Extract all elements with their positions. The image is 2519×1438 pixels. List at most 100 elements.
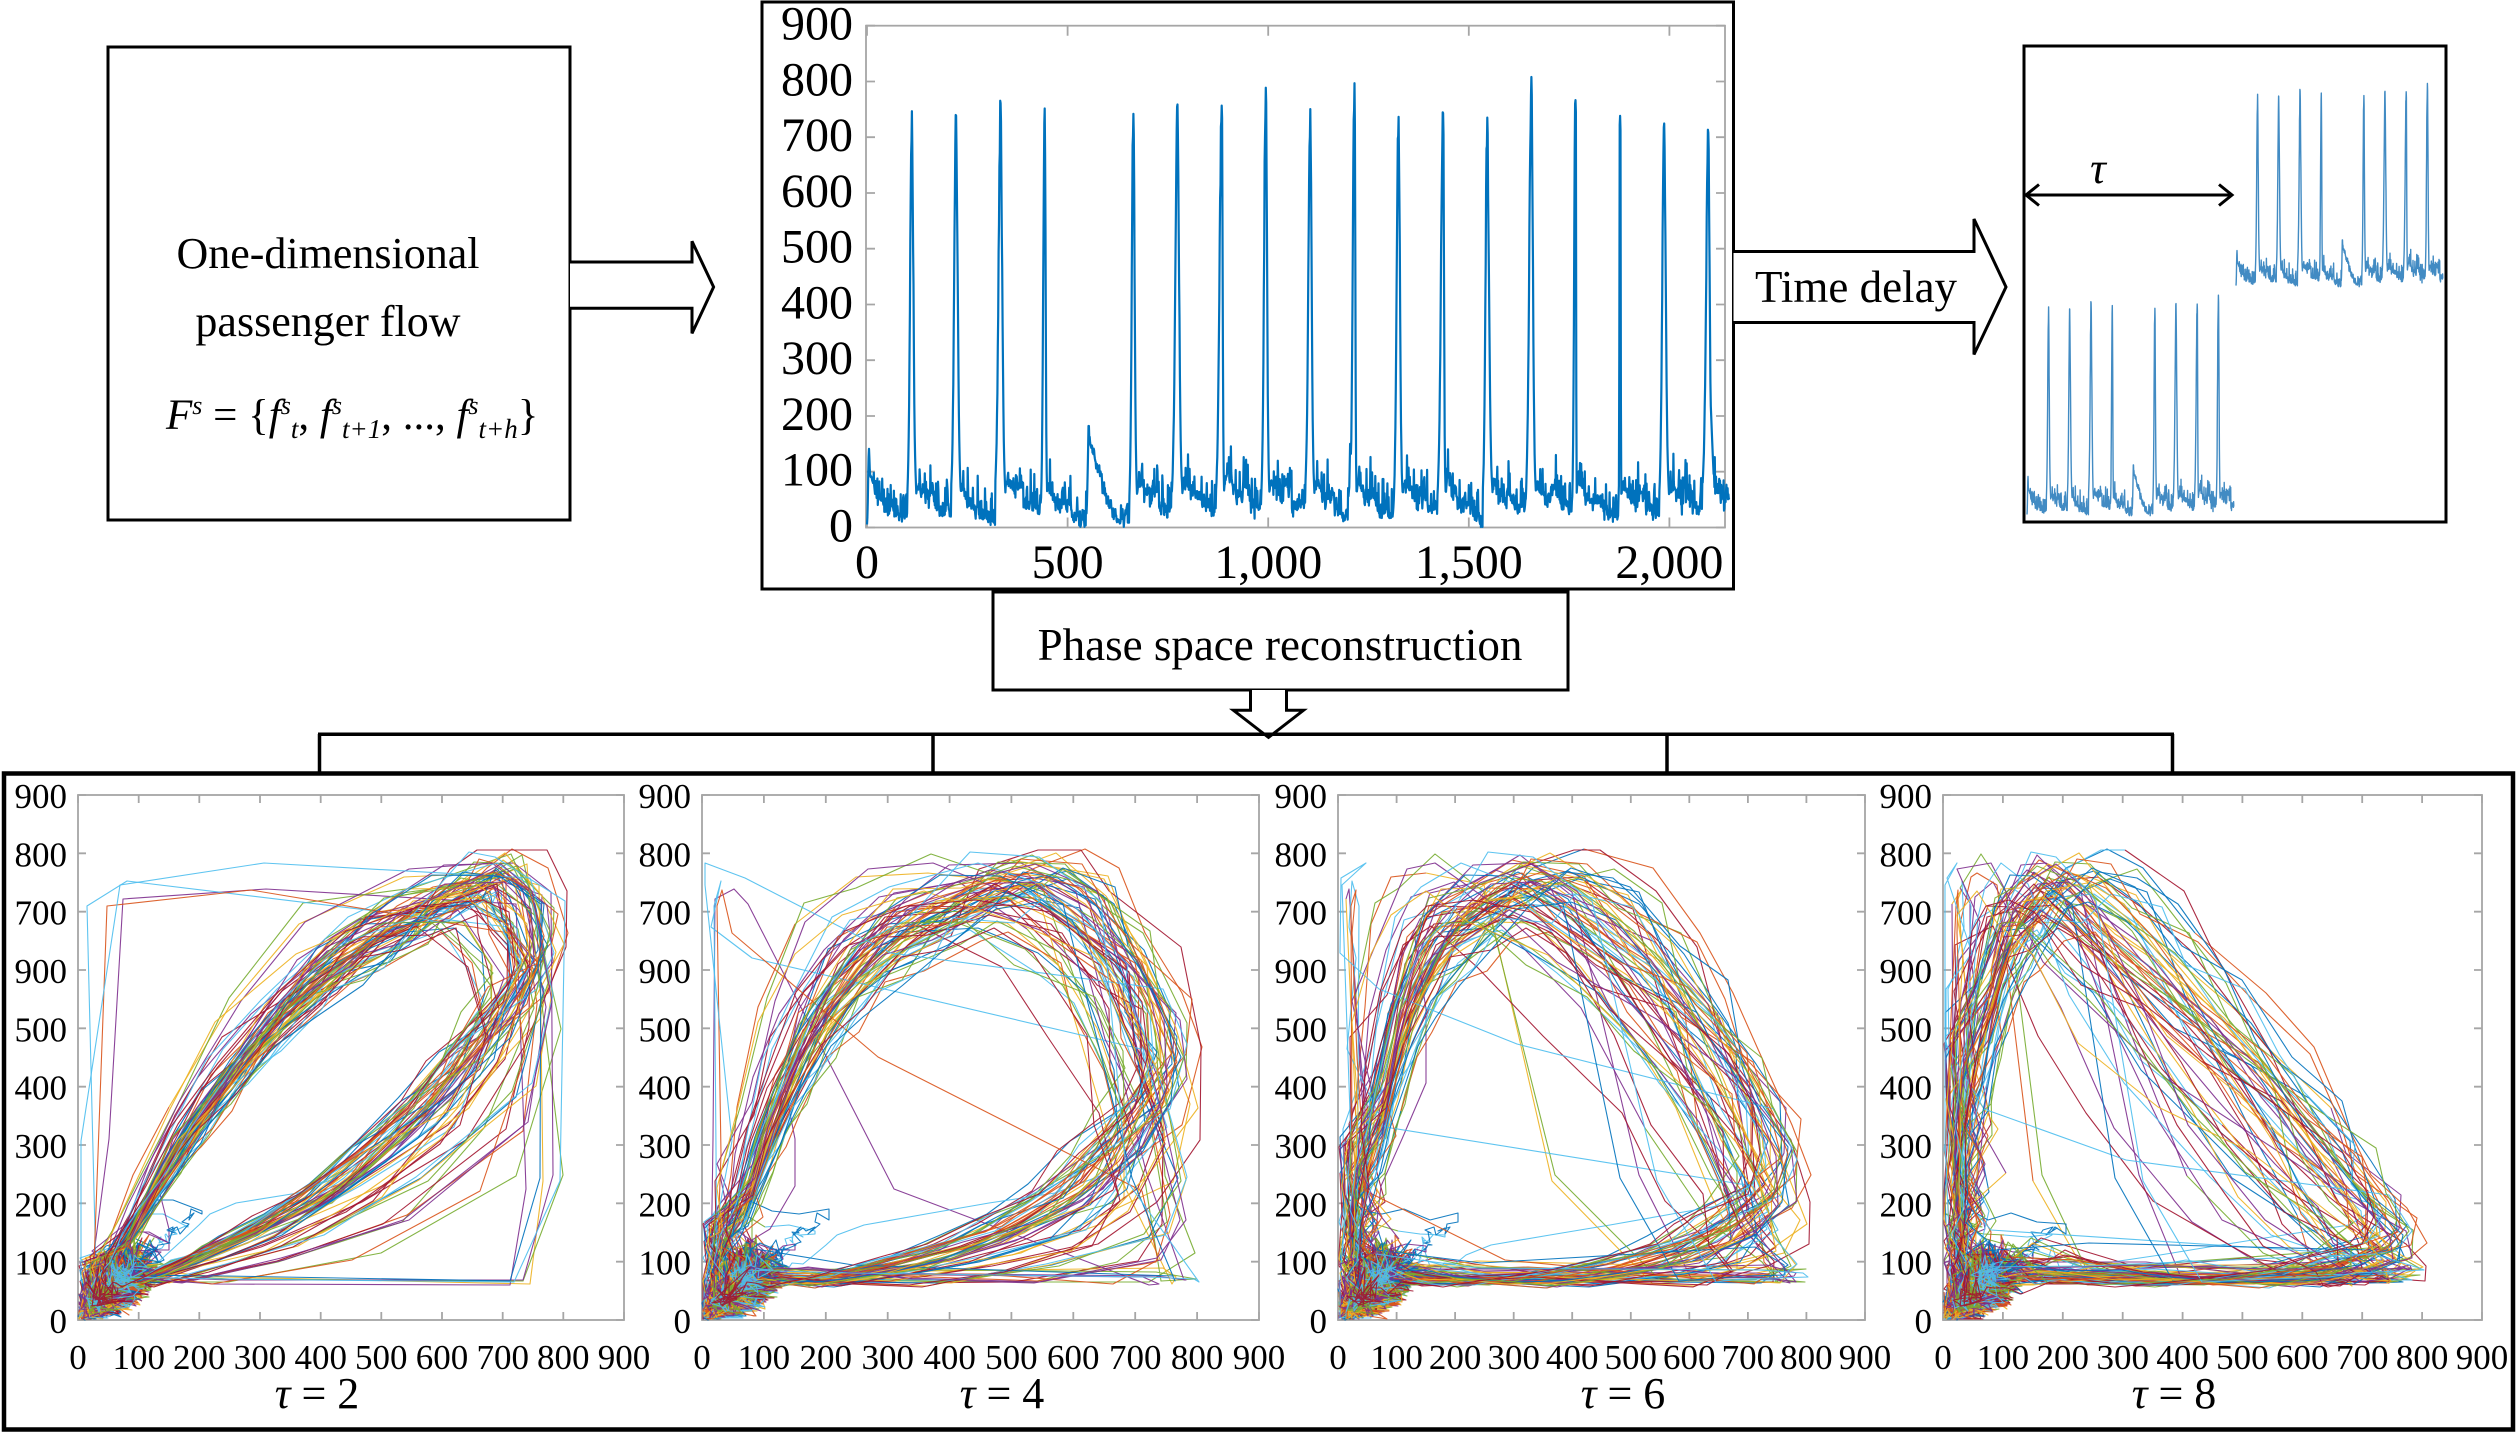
svg-text:τ = 6: τ = 6: [1581, 1369, 1666, 1418]
svg-text:Time delay: Time delay: [1755, 262, 1958, 312]
svg-text:700: 700: [1880, 894, 1933, 933]
svg-text:900: 900: [598, 1338, 651, 1377]
svg-text:300: 300: [639, 1127, 692, 1166]
svg-text:700: 700: [1109, 1338, 1162, 1377]
svg-text:900: 900: [1880, 952, 1933, 991]
svg-text:900: 900: [1880, 777, 1933, 816]
svg-text:800: 800: [781, 54, 853, 107]
svg-text:300: 300: [15, 1127, 68, 1166]
svg-text:1,000: 1,000: [1214, 536, 1322, 589]
svg-text:900: 900: [1275, 952, 1328, 991]
svg-text:700: 700: [781, 109, 853, 162]
svg-text:2,000: 2,000: [1615, 536, 1723, 589]
svg-text:200: 200: [1429, 1338, 1482, 1377]
svg-text:100: 100: [15, 1244, 68, 1283]
svg-text:400: 400: [2156, 1338, 2209, 1377]
svg-text:200: 200: [800, 1338, 853, 1377]
svg-text:400: 400: [294, 1338, 347, 1377]
svg-text:200: 200: [1275, 1185, 1328, 1224]
svg-text:500: 500: [639, 1010, 692, 1049]
svg-text:900: 900: [781, 0, 853, 51]
svg-text:600: 600: [2276, 1338, 2329, 1377]
svg-text:0: 0: [693, 1338, 711, 1377]
svg-text:400: 400: [639, 1069, 692, 1108]
svg-text:800: 800: [1780, 1338, 1833, 1377]
svg-text:400: 400: [1546, 1338, 1599, 1377]
svg-text:400: 400: [781, 277, 853, 330]
svg-text:300: 300: [781, 332, 853, 385]
svg-text:600: 600: [416, 1338, 469, 1377]
svg-text:500: 500: [781, 221, 853, 274]
svg-text:900: 900: [1275, 777, 1328, 816]
svg-text:100: 100: [1275, 1244, 1328, 1283]
svg-text:τ = 2: τ = 2: [275, 1369, 360, 1418]
svg-text:900: 900: [1839, 1338, 1892, 1377]
svg-text:One-dimensional: One-dimensional: [176, 229, 479, 278]
svg-text:500: 500: [1605, 1338, 1658, 1377]
svg-text:500: 500: [1032, 536, 1104, 589]
svg-text:900: 900: [639, 952, 692, 991]
svg-text:1,500: 1,500: [1415, 536, 1523, 589]
svg-text:600: 600: [781, 165, 853, 218]
svg-text:300: 300: [861, 1338, 914, 1377]
svg-text:500: 500: [15, 1010, 68, 1049]
svg-text:0: 0: [1310, 1302, 1328, 1341]
svg-text:100: 100: [1977, 1338, 2030, 1377]
svg-text:800: 800: [15, 835, 68, 874]
svg-text:300: 300: [1275, 1127, 1328, 1166]
svg-text:700: 700: [1275, 894, 1328, 933]
svg-text:600: 600: [1663, 1338, 1716, 1377]
svg-text:200: 200: [1880, 1185, 1933, 1224]
svg-text:100: 100: [1370, 1338, 1423, 1377]
svg-text:900: 900: [2456, 1338, 2509, 1377]
svg-text:700: 700: [639, 894, 692, 933]
svg-text:900: 900: [1233, 1338, 1286, 1377]
svg-text:800: 800: [639, 835, 692, 874]
svg-text:200: 200: [2037, 1338, 2090, 1377]
svg-text:500: 500: [355, 1338, 408, 1377]
svg-text:500: 500: [2216, 1338, 2269, 1377]
svg-text:400: 400: [15, 1069, 68, 1108]
svg-text:800: 800: [1171, 1338, 1224, 1377]
svg-text:Phase space reconstruction: Phase space reconstruction: [1038, 620, 1523, 670]
svg-text:200: 200: [15, 1185, 68, 1224]
svg-text:800: 800: [1275, 835, 1328, 874]
svg-text:200: 200: [639, 1185, 692, 1224]
svg-text:300: 300: [234, 1338, 287, 1377]
svg-text:500: 500: [1275, 1010, 1328, 1049]
svg-text:600: 600: [1047, 1338, 1100, 1377]
svg-text:200: 200: [781, 388, 853, 441]
svg-text:0: 0: [674, 1302, 692, 1341]
svg-text:500: 500: [1880, 1010, 1933, 1049]
svg-text:0: 0: [1915, 1302, 1933, 1341]
svg-text:800: 800: [537, 1338, 590, 1377]
svg-text:400: 400: [1275, 1069, 1328, 1108]
svg-text:400: 400: [923, 1338, 976, 1377]
svg-text:200: 200: [173, 1338, 226, 1377]
svg-text:700: 700: [1722, 1338, 1775, 1377]
svg-text:700: 700: [2336, 1338, 2389, 1377]
svg-text:700: 700: [15, 894, 68, 933]
svg-text:500: 500: [985, 1338, 1038, 1377]
svg-text:0: 0: [69, 1338, 87, 1377]
svg-text:τ = 4: τ = 4: [960, 1369, 1045, 1418]
svg-text:800: 800: [2396, 1338, 2449, 1377]
svg-text:100: 100: [639, 1244, 692, 1283]
svg-text:0: 0: [829, 500, 853, 553]
svg-text:900: 900: [639, 777, 692, 816]
svg-text:100: 100: [781, 444, 853, 497]
svg-text:900: 900: [15, 777, 68, 816]
svg-text:100: 100: [1880, 1244, 1933, 1283]
svg-text:0: 0: [855, 536, 879, 589]
svg-text:300: 300: [2096, 1338, 2149, 1377]
svg-text:900: 900: [15, 952, 68, 991]
svg-text:800: 800: [1880, 835, 1933, 874]
svg-text:100: 100: [738, 1338, 791, 1377]
svg-text:τ: τ: [2090, 144, 2108, 193]
svg-text:0: 0: [50, 1302, 68, 1341]
svg-text:300: 300: [1487, 1338, 1540, 1377]
svg-text:0: 0: [1329, 1338, 1347, 1377]
svg-text:300: 300: [1880, 1127, 1933, 1166]
svg-text:700: 700: [476, 1338, 529, 1377]
svg-text:passenger flow: passenger flow: [195, 297, 460, 346]
